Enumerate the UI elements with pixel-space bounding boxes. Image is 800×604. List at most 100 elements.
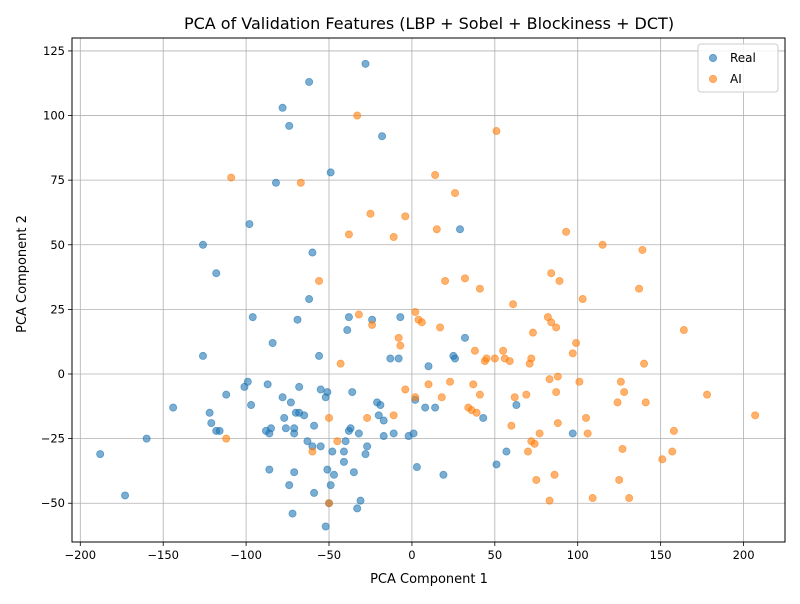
data-point	[475, 284, 484, 293]
data-point	[668, 447, 677, 456]
x-tick-label: −50	[317, 548, 341, 562]
data-point	[353, 111, 362, 120]
data-point	[376, 401, 385, 410]
x-tick-label: −150	[147, 548, 179, 562]
data-point	[271, 178, 280, 187]
data-point	[555, 276, 564, 285]
x-tick-label: −100	[230, 548, 262, 562]
data-point	[492, 460, 501, 469]
data-point	[578, 295, 587, 304]
data-point	[310, 488, 319, 497]
data-point	[268, 338, 277, 347]
data-point	[315, 351, 324, 360]
data-point	[512, 401, 521, 410]
data-point	[222, 390, 231, 399]
data-point	[366, 209, 375, 218]
data-point	[379, 416, 388, 425]
x-tick-label: 50	[488, 548, 503, 562]
data-point	[212, 269, 221, 278]
data-point	[361, 59, 370, 68]
data-point	[492, 127, 501, 136]
data-point	[412, 463, 421, 472]
y-axis-label: PCA Component 2	[15, 215, 30, 333]
data-point	[441, 276, 450, 285]
data-point	[389, 429, 398, 438]
data-point	[363, 413, 372, 422]
data-point	[411, 393, 420, 402]
data-point	[169, 403, 178, 412]
data-point	[396, 341, 405, 350]
data-point	[472, 408, 481, 417]
data-point	[247, 401, 256, 410]
data-point	[374, 411, 383, 420]
data-point	[293, 315, 302, 324]
data-point	[310, 421, 319, 430]
series-ai	[222, 111, 760, 508]
data-point	[588, 494, 597, 503]
data-point	[308, 248, 317, 257]
data-point	[278, 103, 287, 112]
x-tick-label: 150	[650, 548, 672, 562]
data-point	[363, 442, 372, 451]
data-point	[499, 346, 508, 355]
data-point	[296, 178, 305, 187]
data-point	[348, 388, 357, 397]
data-point	[553, 372, 562, 381]
data-point	[280, 413, 289, 422]
data-point	[421, 403, 430, 412]
data-point	[437, 393, 446, 402]
data-point	[532, 475, 541, 484]
data-point	[658, 455, 667, 464]
data-point	[545, 375, 554, 384]
data-point	[308, 447, 317, 456]
data-point	[142, 434, 151, 443]
data-point	[509, 300, 518, 309]
data-point	[290, 429, 299, 438]
data-point	[333, 437, 342, 446]
data-point	[321, 522, 330, 531]
x-axis-label: PCA Component 1	[370, 572, 488, 587]
data-point	[409, 429, 418, 438]
data-point	[451, 189, 460, 198]
data-point	[300, 411, 309, 420]
data-point	[285, 121, 294, 130]
data-point	[368, 320, 377, 329]
data-point	[325, 499, 334, 508]
data-point	[475, 390, 484, 399]
data-point	[379, 432, 388, 441]
data-point	[432, 225, 441, 234]
data-point	[638, 245, 647, 254]
data-point	[323, 465, 332, 474]
data-point	[490, 354, 499, 363]
y-tick-label: 100	[43, 109, 65, 123]
data-point	[315, 276, 324, 285]
data-point	[625, 494, 634, 503]
data-point	[325, 413, 334, 422]
data-point	[446, 377, 455, 386]
data-point	[227, 173, 236, 182]
y-tick-label: 50	[50, 238, 65, 252]
data-point	[640, 359, 649, 368]
data-point	[431, 403, 440, 412]
data-point	[386, 354, 395, 363]
data-point	[266, 424, 275, 433]
data-point	[527, 354, 536, 363]
data-point	[354, 429, 363, 438]
y-axis-ticks: −50 −25 0 25 50 75 100 125	[41, 44, 72, 510]
x-tick-label: 100	[567, 548, 589, 562]
x-axis-ticks: −200 −150 −100 −50 0 50 100 150 200	[64, 542, 755, 562]
data-point	[305, 77, 314, 86]
data-point	[281, 424, 290, 433]
data-point	[96, 450, 105, 459]
data-point	[401, 212, 410, 221]
data-point	[343, 326, 352, 335]
data-point	[451, 354, 460, 363]
data-point	[361, 450, 370, 459]
data-point	[394, 354, 403, 363]
data-point	[598, 240, 607, 249]
data-point	[641, 398, 650, 407]
data-point	[354, 310, 363, 319]
data-point	[263, 380, 272, 389]
data-point	[528, 328, 537, 337]
